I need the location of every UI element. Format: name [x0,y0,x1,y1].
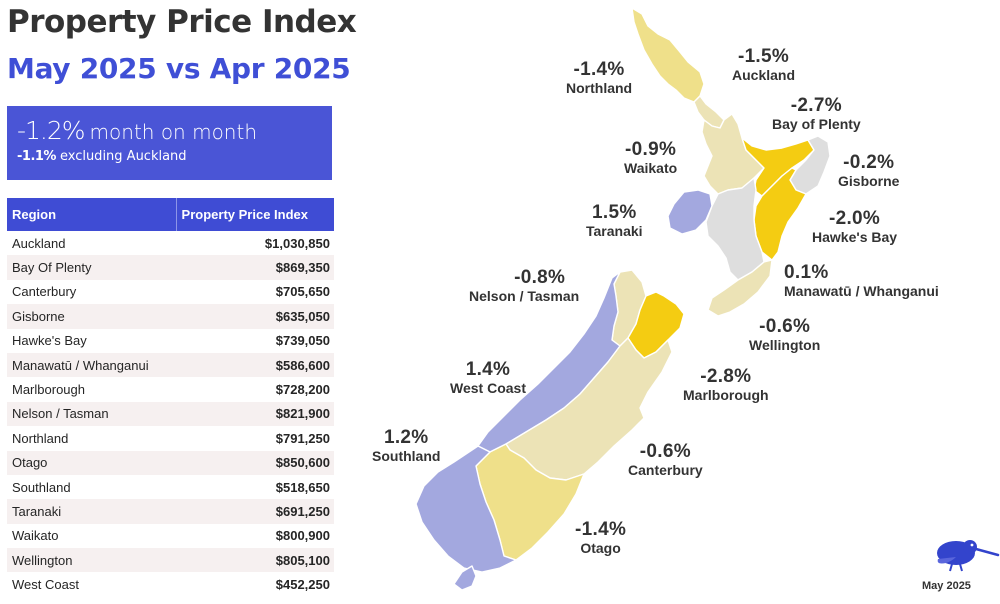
region-wellington[interactable] [707,259,773,317]
cell-region: Canterbury [12,284,77,300]
label-taranaki: 1.5% Taranaki [586,202,643,240]
kpi-change-label: month on month [89,120,257,144]
cell-region: Auckland [12,235,66,251]
cell-price: $635,050 [176,304,334,329]
table-row[interactable]: Auckland $1,030,850 [7,231,334,255]
label-gisborne: -0.2% Gisborne [838,152,900,190]
cell-price: $869,350 [176,255,334,280]
region-canterbury[interactable] [505,337,673,481]
price-table: Region Property Price Index Auckland $1,0… [7,198,334,597]
page-subtitle: May 2025 vs Apr 2025 [7,52,351,85]
cell-region: Manawatū / Whanganui [7,352,177,378]
label-northland: -1.4% Northland [566,59,633,97]
label-marlborough: -2.8% Marlborough [683,366,769,404]
cell-region: West Coast [12,577,79,593]
label-waikato: -0.9% Waikato [624,139,678,177]
kpi-main: -1.2% month on month [17,116,322,145]
table-row[interactable]: Northland $791,250 [7,426,334,450]
label-hawkes-bay: -2.0% Hawke's Bay [812,208,898,246]
cell-price: $805,100 [176,548,334,573]
cell-region: Waikato [12,528,59,544]
cell-price: $821,900 [176,401,334,427]
table-row[interactable]: Marlborough $728,200 [7,377,334,401]
table-body: Auckland $1,030,850 Bay Of Plenty $869,350 C… [7,231,334,597]
kpi-excl-label: excluding Auckland [59,149,187,164]
cell-region: Marlborough [12,382,85,398]
table-header-row: Region Property Price Index [7,198,334,231]
cell-price: $791,250 [275,430,330,446]
table-row[interactable]: Otago $850,600 [7,450,334,475]
cell-price: $691,250 [176,499,334,524]
region-southland[interactable] [415,445,517,573]
label-canterbury: -0.6% Canterbury [628,441,703,479]
column-header-region[interactable]: Region [7,198,177,231]
region-taranaki[interactable] [667,189,713,235]
table-row[interactable]: Canterbury $705,650 [7,280,334,304]
label-bay-of-plenty: -2.7% Bay of Plenty [772,95,861,133]
region-manawatu[interactable] [705,177,765,281]
kpi-excl-value: -1.1% [17,149,56,164]
table-row[interactable]: Wellington $805,100 [7,548,334,573]
cell-price: $800,900 [275,528,330,544]
cell-price: $739,050 [275,333,330,349]
table-row[interactable]: Gisborne $635,050 [7,304,334,329]
cell-price: $452,250 [275,577,330,593]
cell-price: $586,600 [176,352,334,378]
region-stewart-island[interactable] [453,565,477,591]
table-row[interactable]: Waikato $800,900 [7,524,334,548]
cell-price: $850,600 [176,450,334,475]
footer-date: May 2025 [922,580,971,592]
table-row[interactable]: Southland $518,650 [7,475,334,499]
label-manawatu: 0.1% Manawatū / Whanganui [784,262,939,300]
label-wellington: -0.6% Wellington [749,316,821,354]
label-otago: -1.4% Otago [575,519,627,557]
region-northland[interactable] [631,7,705,103]
cell-region: Wellington [7,548,177,573]
label-auckland: -1.5% Auckland [732,46,796,84]
cell-price: $1,030,850 [264,235,330,251]
table-row[interactable]: West Coast $452,250 [7,572,334,596]
cell-region: Otago [7,450,177,475]
cell-region: Taranaki [7,499,177,524]
cell-region: Nelson / Tasman [7,401,177,427]
kpi-card: -1.2% month on month -1.1% excluding Auc… [7,106,332,180]
table-row[interactable]: Manawatū / Whanganui $586,600 [7,352,334,378]
cell-region: Southland [12,479,71,495]
table-row[interactable]: Taranaki $691,250 [7,499,334,524]
label-southland: 1.2% Southland [372,427,441,465]
table-row[interactable]: Nelson / Tasman $821,900 [7,401,334,427]
cell-price: $518,650 [275,479,330,495]
cell-region: Hawke's Bay [12,333,87,349]
cell-region: Gisborne [7,304,177,329]
cell-price: $705,650 [275,284,330,300]
kpi-change-value: -1.2% [17,116,86,145]
page-title: Property Price Index [7,4,357,40]
label-nelson-tasman: -0.8% Nelson / Tasman [469,267,580,305]
cell-region: Northland [12,430,69,446]
table-row[interactable]: Hawke's Bay $739,050 [7,329,334,353]
cell-price: $728,200 [275,382,330,398]
table-row[interactable]: Bay Of Plenty $869,350 [7,255,334,280]
column-header-price[interactable]: Property Price Index [175,198,334,231]
cell-region: Bay Of Plenty [7,255,177,280]
label-west-coast: 1.4% West Coast [450,359,526,397]
kpi-excl: -1.1% excluding Auckland [17,149,322,164]
kiwi-icon [937,540,1000,572]
